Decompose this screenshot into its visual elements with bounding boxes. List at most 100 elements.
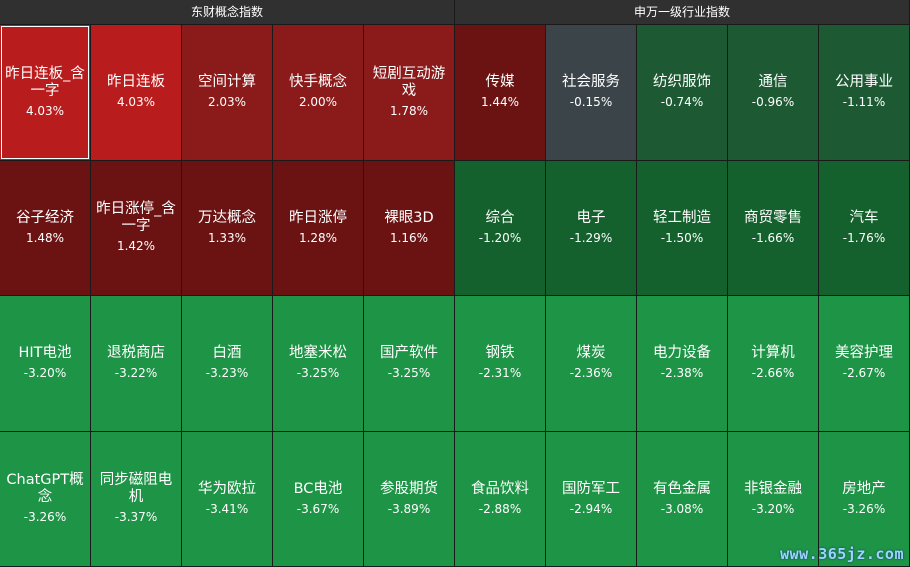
tile-name: 昨日连板_含一字 xyxy=(5,65,85,99)
heatmap-tile[interactable]: 美容护理 -2.67% xyxy=(819,296,909,431)
heatmap-tile[interactable]: HIT电池 -3.20% xyxy=(0,296,90,431)
tile-name: 快手概念 xyxy=(289,74,347,91)
tile-change-value: -3.26% xyxy=(842,501,886,516)
heatmap-tile[interactable]: 万达概念 1.33% xyxy=(182,160,272,295)
heatmap-tile[interactable]: 电力设备 -2.38% xyxy=(637,296,727,431)
heatmap-tile[interactable]: BC电池 -3.67% xyxy=(273,431,363,566)
heatmap-tile[interactable]: 白酒 -3.23% xyxy=(182,296,272,431)
heatmap-tile[interactable]: 同步磁阻电机 -3.37% xyxy=(91,431,181,566)
heatmap-tile[interactable]: 汽车 -1.76% xyxy=(819,160,909,295)
tile-name: 美容护理 xyxy=(835,345,893,362)
heatmap-tile[interactable]: 纺织服饰 -0.74% xyxy=(637,25,727,160)
heatmap-tile[interactable]: 华为欧拉 -3.41% xyxy=(182,431,272,566)
tile-change-value: -3.89% xyxy=(387,501,431,516)
heatmap-tile[interactable]: 参股期货 -3.89% xyxy=(364,431,454,566)
tile-name: 昨日涨停_含一字 xyxy=(96,201,176,235)
heatmap-tile[interactable]: 轻工制造 -1.50% xyxy=(637,160,727,295)
tile-name: 计算机 xyxy=(751,345,795,362)
heatmap-tile[interactable]: 综合 -1.20% xyxy=(455,160,545,295)
tile-change-value: -3.25% xyxy=(296,366,340,381)
tile-name: 白酒 xyxy=(212,345,242,362)
heatmap-tile[interactable]: 通信 -0.96% xyxy=(728,25,818,160)
tile-name: 参股期货 xyxy=(380,480,438,497)
tile-change-value: -3.20% xyxy=(751,501,795,516)
tile-change-value: -3.08% xyxy=(660,501,704,516)
tile-change-value: 4.03% xyxy=(116,95,156,110)
tile-name: 万达概念 xyxy=(198,209,256,226)
tile-change-value: 1.78% xyxy=(389,103,429,118)
heatmap-tile[interactable]: 公用事业 -1.11% xyxy=(819,25,909,160)
tile-name: 空间计算 xyxy=(198,74,256,91)
heatmap-tile[interactable]: 昨日涨停 1.28% xyxy=(273,160,363,295)
heatmap-tile[interactable]: 短剧互动游戏 1.78% xyxy=(364,25,454,160)
heatmap-tile[interactable]: 裸眼3D 1.16% xyxy=(364,160,454,295)
tile-name: 商贸零售 xyxy=(744,209,802,226)
heatmap-tile[interactable]: 有色金属 -3.08% xyxy=(637,431,727,566)
heatmap-tile[interactable]: 国防军工 -2.94% xyxy=(546,431,636,566)
heatmap-tile[interactable]: 非银金融 -3.20% xyxy=(728,431,818,566)
tile-name: 传媒 xyxy=(485,74,515,91)
heatmap-tile[interactable]: 传媒 1.44% xyxy=(455,25,545,160)
tile-change-value: -3.22% xyxy=(114,366,158,381)
tile-name: 综合 xyxy=(485,209,515,226)
tile-change-value: -1.20% xyxy=(478,230,522,245)
heatmap-tile[interactable]: 社会服务 -0.15% xyxy=(546,25,636,160)
tile-change-value: -2.67% xyxy=(842,366,886,381)
tile-name: 社会服务 xyxy=(562,74,620,91)
heatmap-tile[interactable]: 退税商店 -3.22% xyxy=(91,296,181,431)
heatmap-tile[interactable]: 空间计算 2.03% xyxy=(182,25,272,160)
heatmap-tile[interactable]: 钢铁 -2.31% xyxy=(455,296,545,431)
tile-change-value: -2.88% xyxy=(478,501,522,516)
tile-name: 有色金属 xyxy=(653,480,711,497)
tile-change-value: 1.44% xyxy=(480,95,520,110)
tile-change-value: -2.94% xyxy=(569,501,613,516)
tile-name: 食品饮料 xyxy=(471,480,529,497)
heatmap-tile[interactable]: 国产软件 -3.25% xyxy=(364,296,454,431)
tile-change-value: 2.00% xyxy=(298,95,338,110)
tile-name: 非银金融 xyxy=(744,480,802,497)
tile-name: 电子 xyxy=(576,209,606,226)
tile-name: 通信 xyxy=(758,74,788,91)
industry-index-title: 申万一级行业指数 xyxy=(455,0,909,24)
heatmap-tile[interactable]: 昨日连板_含一字 4.03% xyxy=(0,25,90,160)
heatmap-tile[interactable]: 快手概念 2.00% xyxy=(273,25,363,160)
site-watermark: www.365jz.com xyxy=(780,545,904,563)
tile-change-value: -2.66% xyxy=(751,366,795,381)
heatmap-tile[interactable]: 食品饮料 -2.88% xyxy=(455,431,545,566)
tile-name: 退税商店 xyxy=(107,345,165,362)
tile-name: 钢铁 xyxy=(485,345,515,362)
heatmap-tile[interactable]: 谷子经济 1.48% xyxy=(0,160,90,295)
tile-name: 电力设备 xyxy=(653,345,711,362)
tile-change-value: -1.11% xyxy=(842,95,886,110)
tile-name: BC电池 xyxy=(293,480,343,497)
heatmap-tile[interactable]: 昨日涨停_含一字 1.42% xyxy=(91,160,181,295)
tile-change-value: -3.67% xyxy=(296,501,340,516)
heatmap-tile[interactable]: 房地产 -3.26% xyxy=(819,431,909,566)
heatmap-tile[interactable]: 煤炭 -2.36% xyxy=(546,296,636,431)
tile-change-value: 1.42% xyxy=(116,239,156,254)
tile-name: 谷子经济 xyxy=(16,209,74,226)
tile-name: 煤炭 xyxy=(576,345,606,362)
industry-index-panel: 申万一级行业指数 传媒 1.44% 社会服务 -0.15% 纺织服饰 -0.74% 通信 -0… xyxy=(455,0,910,567)
tile-name: 短剧互动游戏 xyxy=(372,65,446,99)
heatmap-tile[interactable]: 计算机 -2.66% xyxy=(728,296,818,431)
tile-name: 汽车 xyxy=(849,209,879,226)
tile-change-value: 1.16% xyxy=(389,230,429,245)
heatmap-tile[interactable]: ChatGPT概念 -3.26% xyxy=(0,431,90,566)
tile-change-value: -1.29% xyxy=(569,230,613,245)
tile-change-value: -3.20% xyxy=(23,366,67,381)
tile-change-value: -3.26% xyxy=(23,510,67,525)
tile-change-value: 4.03% xyxy=(25,103,65,118)
concept-index-title: 东财概念指数 xyxy=(0,0,454,24)
tile-name: 国防军工 xyxy=(562,480,620,497)
tile-name: 裸眼3D xyxy=(384,209,434,226)
heatmap-tile[interactable]: 商贸零售 -1.66% xyxy=(728,160,818,295)
tile-name: 纺织服饰 xyxy=(653,74,711,91)
heatmap-tile[interactable]: 电子 -1.29% xyxy=(546,160,636,295)
tile-change-value: -0.74% xyxy=(660,95,704,110)
heatmap-tile[interactable]: 昨日连板 4.03% xyxy=(91,25,181,160)
tile-change-value: -2.31% xyxy=(478,366,522,381)
heatmap-tile[interactable]: 地塞米松 -3.25% xyxy=(273,296,363,431)
tile-name: 昨日涨停 xyxy=(289,209,347,226)
tile-change-value: 1.33% xyxy=(207,230,247,245)
